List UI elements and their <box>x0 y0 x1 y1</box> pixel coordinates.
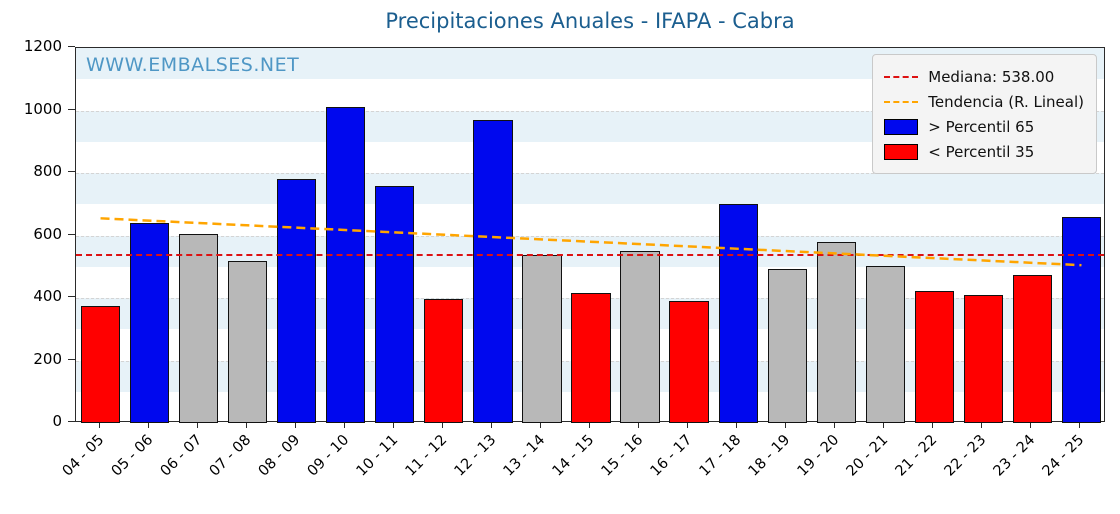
y-axis-label: 600 <box>33 224 62 243</box>
x-tick <box>932 422 934 428</box>
x-tick <box>981 422 983 428</box>
y-axis-label: 1000 <box>23 99 62 118</box>
low-percentile-swatch <box>884 143 919 160</box>
precip-bar <box>914 291 954 423</box>
chart-figure: Precipitaciones Anuales - IFAPA - Cabra … <box>23 9 1105 480</box>
precip-bar <box>1061 216 1102 423</box>
precip-bar <box>326 107 366 423</box>
precip-bar <box>179 233 219 423</box>
y-tick <box>68 171 75 172</box>
precip-bar <box>620 251 660 423</box>
median-line-sample <box>884 75 919 78</box>
x-tick <box>441 422 443 428</box>
precip-bar <box>129 223 170 423</box>
x-tick <box>638 422 640 428</box>
precip-bar <box>571 293 611 423</box>
x-tick <box>736 422 738 428</box>
legend-row-high: > Percentil 65 <box>884 114 1084 139</box>
y-tick <box>68 296 75 297</box>
y-tick <box>68 108 75 110</box>
y-axis-label: 1200 <box>23 37 62 55</box>
legend-row-median: Mediana: 538.00 <box>884 64 1084 89</box>
x-tick <box>490 422 492 428</box>
background-band <box>76 173 1104 205</box>
x-tick <box>1079 422 1081 428</box>
precip-bar <box>718 204 758 423</box>
legend: Mediana: 538.00 Tendencia (R. Lineal) > … <box>872 54 1097 174</box>
precip-bar <box>963 294 1003 423</box>
y-axis-label: 200 <box>33 349 62 368</box>
high-percentile-swatch <box>884 118 919 135</box>
x-tick <box>392 422 394 428</box>
x-tick <box>343 422 345 428</box>
precip-bar <box>865 266 905 423</box>
x-tick <box>785 422 787 428</box>
precip-bar <box>277 179 317 423</box>
precip-bar <box>669 301 709 423</box>
gridline <box>76 110 1104 112</box>
precip-bar <box>80 305 121 423</box>
y-axis-label: 400 <box>33 287 62 305</box>
x-tick <box>539 422 541 428</box>
precip-bar <box>228 260 268 423</box>
precip-bar <box>767 269 807 423</box>
x-tick <box>883 422 885 428</box>
watermark: WWW.EMBALSES.NET <box>86 54 300 76</box>
gridline <box>76 173 1104 174</box>
x-tick <box>196 422 198 428</box>
median-line <box>76 253 1104 256</box>
x-tick <box>147 422 149 428</box>
y-tick <box>68 358 75 360</box>
y-tick <box>68 46 75 47</box>
x-tick <box>834 422 836 428</box>
x-tick <box>294 422 296 428</box>
trend-line <box>100 217 1082 267</box>
legend-label-low: < Percentil 35 <box>928 142 1035 161</box>
trend-line-sample <box>884 100 919 103</box>
legend-label-trend: Tendencia (R. Lineal) <box>928 92 1084 111</box>
precip-bar <box>522 255 562 423</box>
gridline <box>76 235 1104 237</box>
y-axis-label: 800 <box>33 162 62 180</box>
chart-title: Precipitaciones Anuales - IFAPA - Cabra <box>385 9 795 33</box>
x-tick <box>245 422 247 428</box>
precip-bar <box>1012 274 1053 423</box>
precip-bar <box>375 186 415 423</box>
x-tick <box>98 422 100 428</box>
x-tick <box>589 422 590 428</box>
legend-label-median: Mediana: 538.00 <box>928 67 1055 86</box>
legend-row-low: < Percentil 35 <box>884 139 1084 164</box>
x-tick <box>1030 422 1032 428</box>
y-axis-label: 0 <box>52 412 62 430</box>
x-tick <box>687 422 689 428</box>
legend-row-trend: Tendencia (R. Lineal) <box>884 89 1084 114</box>
y-tick <box>68 233 75 235</box>
precip-bar <box>473 119 513 423</box>
y-tick <box>68 421 75 422</box>
legend-label-high: > Percentil 65 <box>928 117 1035 136</box>
precip-bar <box>816 242 856 423</box>
precip-bar <box>424 298 464 423</box>
